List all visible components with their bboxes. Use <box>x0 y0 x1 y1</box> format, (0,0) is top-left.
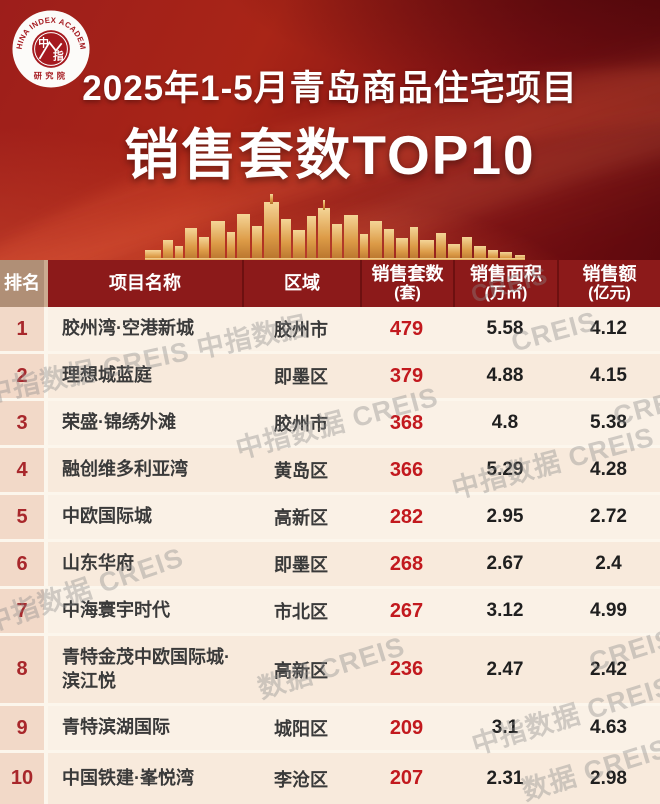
units-value: 207 <box>389 767 424 789</box>
region-value: 李沧区 <box>274 769 328 790</box>
amount-value: 4.12 <box>590 318 627 339</box>
project-name-value: 胶州湾·空港新城 <box>62 318 194 339</box>
header-amount-label: 销售额 <box>582 263 637 284</box>
header-rank-label: 排名 <box>4 273 40 294</box>
header-project-name-label: 项目名称 <box>109 273 181 294</box>
header-area-label: 销售面积 <box>470 263 542 284</box>
project-name-value: 青特金茂中欧国际城·滨江悦 <box>62 647 230 691</box>
table-row: 3 荣盛·锦绣外滩 胶州市 368 4.8 5.38 <box>0 401 660 448</box>
logo-peak-mark <box>38 40 63 60</box>
header-units-label: 销售套数 <box>371 263 444 284</box>
area-value: 5.58 <box>486 318 524 339</box>
region-value: 高新区 <box>274 508 328 528</box>
project-name-value: 融创维多利亚湾 <box>62 459 188 480</box>
table-row: 6 山东华府 即墨区 268 2.67 2.4 <box>0 542 660 589</box>
logo-char-zhong: 中 <box>38 37 49 50</box>
area-value: 2.31 <box>486 767 524 789</box>
rank-value: 6 <box>0 542 48 586</box>
units-value: 236 <box>389 658 424 680</box>
rank-value: 4 <box>0 448 48 492</box>
table-header-row: 排名 项目名称 区域 销售套数 (套) 销售面积 (万㎡) 销售额 (亿元) <box>0 260 660 307</box>
units-value: 267 <box>389 599 424 622</box>
region-value: 城阳区 <box>274 719 328 739</box>
header-amount: 销售额 (亿元) <box>557 260 660 307</box>
header-rank: 排名 <box>0 260 48 307</box>
area-value: 2.95 <box>486 506 524 527</box>
units-value: 209 <box>389 716 424 739</box>
project-name-value: 中海寰宇时代 <box>62 600 170 621</box>
logo-char-zhi: 指 <box>53 50 64 63</box>
poster-subtitle: 销售套数TOP10 <box>124 124 536 186</box>
rank-value: 1 <box>0 307 48 351</box>
amount-value: 2.72 <box>590 506 627 527</box>
rank-value: 8 <box>0 636 48 703</box>
header-area: 销售面积 (万㎡) <box>453 260 557 307</box>
ranking-table: 排名 项目名称 区域 销售套数 (套) 销售面积 (万㎡) 销售额 (亿元) <box>0 260 660 804</box>
units-value: 366 <box>389 458 424 481</box>
rank-value: 10 <box>0 753 48 804</box>
header-region-label: 区域 <box>284 273 320 294</box>
units-value: 368 <box>389 411 424 434</box>
table-row: 7 中海寰宇时代 市北区 267 3.12 4.99 <box>0 589 660 636</box>
area-value: 4.88 <box>486 365 524 386</box>
poster-title: 2025年1-5月青岛商品住宅项目 <box>82 69 578 108</box>
rank-value: 5 <box>0 495 48 539</box>
project-name-value: 中国铁建·峯悦湾 <box>62 767 194 788</box>
area-value: 2.67 <box>486 553 524 574</box>
rank-value: 9 <box>0 706 48 750</box>
units-value: 282 <box>389 505 424 528</box>
amount-value: 5.38 <box>590 412 627 433</box>
rank-value: 2 <box>0 354 48 398</box>
amount-value: 2.42 <box>590 658 627 680</box>
table-row: 2 理想城蓝庭 即墨区 379 4.88 4.15 <box>0 354 660 401</box>
region-value: 市北区 <box>274 602 328 622</box>
amount-value: 2.98 <box>590 767 627 789</box>
project-name-value: 理想城蓝庭 <box>62 365 152 386</box>
area-value: 2.47 <box>486 658 524 680</box>
units-value: 379 <box>389 364 424 387</box>
project-name-value: 荣盛·锦绣外滩 <box>62 412 176 433</box>
project-name-value: 山东华府 <box>62 553 134 574</box>
header-region: 区域 <box>242 260 360 307</box>
header-project-name: 项目名称 <box>48 260 242 307</box>
area-value: 4.8 <box>491 412 519 433</box>
amount-value: 4.28 <box>590 459 627 480</box>
region-value: 胶州市 <box>274 320 328 340</box>
table-row: 1 胶州湾·空港新城 胶州市 479 5.58 4.12 <box>0 307 660 354</box>
region-value: 胶州市 <box>274 414 328 434</box>
china-index-academy-logo: CHINA INDEX ACADEMY 中 指 研究院 <box>10 8 90 88</box>
project-name-value: 中欧国际城 <box>62 506 152 527</box>
amount-value: 4.63 <box>590 717 627 738</box>
rank-value: 7 <box>0 589 48 633</box>
region-value: 高新区 <box>274 660 328 681</box>
region-value: 即墨区 <box>274 367 328 387</box>
amount-value: 2.4 <box>595 553 622 574</box>
banner: CHINA INDEX ACADEMY 中 指 研究院 2025年1-5月青岛商… <box>0 0 660 260</box>
project-name-value: 青特滨湖国际 <box>62 717 170 738</box>
region-value: 即墨区 <box>274 555 328 575</box>
region-value: 黄岛区 <box>274 461 328 481</box>
table-row: 9 青特滨湖国际 城阳区 209 3.1 4.63 <box>0 706 660 753</box>
rank-value: 3 <box>0 401 48 445</box>
table-body: 1 胶州湾·空港新城 胶州市 479 5.58 4.12 2 理想城蓝庭 即墨区… <box>0 307 660 804</box>
header-units: 销售套数 (套) <box>360 260 453 307</box>
logo-bottom-text: 研究院 <box>34 71 68 81</box>
table-row: 4 融创维多利亚湾 黄岛区 366 5.29 4.28 <box>0 448 660 495</box>
table-row: 8 青特金茂中欧国际城·滨江悦 高新区 236 2.47 2.42 <box>0 636 660 706</box>
units-value: 479 <box>389 317 424 340</box>
area-value: 3.1 <box>491 717 519 738</box>
area-value: 5.29 <box>486 459 524 480</box>
amount-value: 4.15 <box>590 365 627 386</box>
units-value: 268 <box>389 552 424 575</box>
city-skyline-graphic <box>145 194 525 260</box>
area-value: 3.12 <box>486 600 524 621</box>
table-row: 10 中国铁建·峯悦湾 李沧区 207 2.31 2.98 <box>0 753 660 804</box>
amount-value: 4.99 <box>590 600 627 621</box>
table-row: 5 中欧国际城 高新区 282 2.95 2.72 <box>0 495 660 542</box>
